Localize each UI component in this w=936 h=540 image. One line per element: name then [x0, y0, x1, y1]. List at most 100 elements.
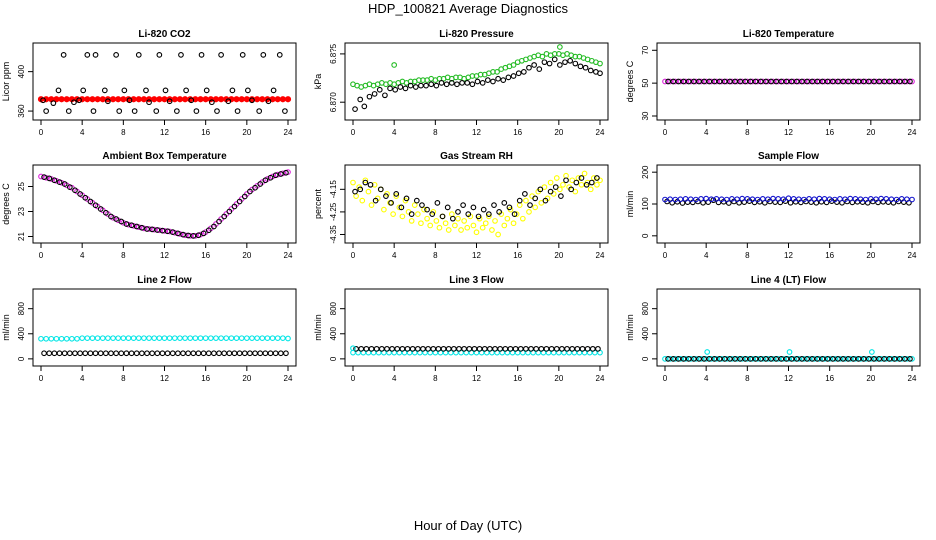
data-point [445, 227, 452, 233]
x-tick-label: 24 [596, 251, 605, 260]
data-point [149, 226, 155, 233]
data-point [131, 108, 138, 114]
data-point [236, 198, 243, 205]
data-point [526, 209, 532, 215]
x-tick-label: 12 [160, 251, 169, 260]
series-red [37, 96, 292, 103]
data-point [888, 196, 895, 203]
x-tick-label: 0 [39, 251, 44, 260]
data-point [543, 345, 550, 352]
data-point [440, 345, 447, 352]
data-point [226, 350, 233, 357]
data-point [667, 196, 673, 203]
data-point [102, 209, 109, 216]
data-point [254, 96, 261, 103]
data-point [466, 345, 473, 352]
x-tick-label: 0 [663, 128, 668, 137]
data-point [164, 228, 171, 235]
data-point [56, 179, 63, 185]
data-point [393, 190, 400, 197]
chart-pressure: Li-820 Pressure kPa 0 4 8 12 16 20 24 6.870 6.8?5 [313, 29, 609, 137]
x-tick-label: 8 [745, 128, 750, 137]
data-point [434, 200, 441, 206]
data-point [682, 196, 689, 202]
data-point [430, 345, 437, 352]
data-point [282, 108, 288, 114]
x-tick-label: 12 [784, 128, 793, 137]
data-point [113, 350, 119, 357]
data-point [909, 356, 915, 362]
data-point [133, 350, 140, 357]
data-point [435, 345, 442, 352]
data-point [236, 350, 243, 357]
data-point [397, 84, 404, 90]
data-point [456, 345, 462, 352]
data-point [200, 350, 207, 357]
chart-title: Li-820 Temperature [743, 29, 835, 40]
data-point [43, 335, 49, 342]
data-point [372, 197, 379, 204]
data-point [398, 204, 405, 211]
x-tick-label: 0 [351, 128, 356, 137]
data-point [454, 81, 460, 88]
data-point [225, 98, 232, 105]
data-point [99, 335, 106, 342]
data-point [476, 345, 483, 352]
data-point [392, 86, 399, 93]
data-point [418, 220, 424, 227]
data-point [197, 335, 204, 342]
x-tick-label: 0 [39, 374, 44, 383]
data-point [867, 196, 874, 202]
data-point [123, 350, 130, 357]
x-tick-label: 12 [472, 251, 481, 260]
x-tick-label: 24 [908, 251, 917, 260]
data-point [89, 335, 96, 342]
data-point [461, 345, 468, 352]
data-point [139, 224, 145, 231]
series-black [41, 350, 289, 357]
chart-temp820: Li-820 Temperature degrees C 0 4 8 12 16 20 24 30… [625, 29, 921, 137]
data-point [388, 200, 394, 206]
data-point [276, 52, 283, 58]
data-point [749, 196, 756, 203]
data-point [464, 80, 471, 86]
data-point [775, 196, 782, 202]
data-point [523, 345, 529, 352]
data-point [532, 204, 539, 211]
data-point [181, 96, 189, 103]
y-axis-label: percent [313, 188, 323, 219]
data-point [166, 98, 173, 105]
data-point [84, 52, 91, 58]
y-tick-label: 0 [17, 356, 26, 361]
data-point [218, 335, 224, 342]
x-tick-label: 4 [80, 128, 85, 137]
data-point [473, 229, 480, 236]
y-tick-label: 400 [17, 64, 26, 78]
data-point [538, 200, 545, 206]
data-point [496, 209, 502, 215]
data-point [115, 335, 122, 342]
data-point [780, 196, 787, 203]
data-point [161, 228, 168, 234]
data-point [531, 62, 537, 68]
data-point [541, 59, 548, 66]
data-point [283, 169, 289, 176]
data-point [277, 171, 284, 177]
data-point [449, 215, 456, 222]
figure-title: HDP_100821 Average Diagnostics [368, 1, 568, 16]
x-tick-label: 16 [513, 374, 522, 383]
data-point [548, 345, 555, 352]
data-point [178, 52, 184, 58]
data-point [564, 345, 570, 352]
data-point [584, 345, 591, 352]
data-point [367, 181, 374, 188]
data-point [557, 62, 563, 68]
data-point [533, 345, 540, 352]
x-tick-label: 16 [825, 374, 834, 383]
data-point [143, 87, 149, 94]
data-point [175, 350, 181, 357]
data-point [754, 196, 761, 203]
data-point [527, 202, 533, 208]
data-point [520, 68, 527, 75]
chart-ambient: Ambient Box Temperature degrees C 0 4 8 12 16 2… [1, 151, 297, 260]
